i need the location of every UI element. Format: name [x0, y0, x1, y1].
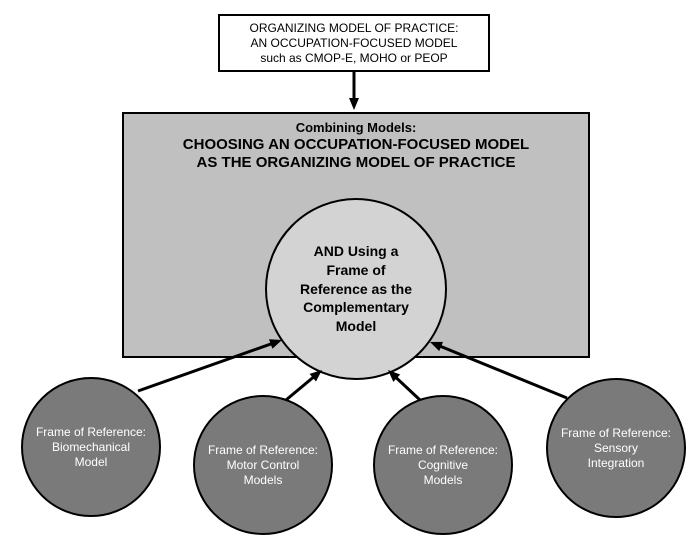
small-circle-line: Cognitive — [388, 458, 498, 473]
main-box-line1: Combining Models: — [124, 120, 588, 136]
top-box-line1: ORGANIZING MODEL OF PRACTICE: — [250, 21, 459, 36]
center-line1: AND Using a — [300, 242, 412, 261]
center-line5: Model — [300, 317, 412, 336]
small-circle-line: Biomechanical — [36, 440, 146, 455]
top-box-line3: such as CMOP-E, MOHO or PEOP — [260, 51, 447, 66]
arrow-head-top-to-main — [349, 98, 359, 110]
small-circle-line: Sensory — [561, 441, 671, 456]
frame-of-reference-circle-motor-control: Frame of Reference:Motor ControlModels — [193, 395, 333, 535]
small-circle-line: Model — [36, 455, 146, 470]
small-circle-line: Frame of Reference: — [36, 425, 146, 440]
arrow-line-motor-to-center — [286, 375, 316, 400]
arrow-line-cog-to-center — [393, 375, 420, 400]
frame-of-reference-circle-biomechanical: Frame of Reference:BiomechanicalModel — [21, 377, 161, 517]
center-line2: Frame of — [300, 261, 412, 280]
small-circle-line: Models — [208, 473, 318, 488]
diagram-stage: ORGANIZING MODEL OF PRACTICE: AN OCCUPAT… — [0, 0, 700, 539]
frame-of-reference-circle-cognitive: Frame of Reference:CognitiveModels — [373, 395, 513, 535]
main-box-line2: CHOOSING AN OCCUPATION-FOCUSED MODEL — [124, 136, 588, 154]
center-line3: Reference as the — [300, 280, 412, 299]
small-circle-line: Frame of Reference: — [388, 443, 498, 458]
small-circle-line: Frame of Reference: — [561, 426, 671, 441]
small-circle-line: Motor Control — [208, 458, 318, 473]
frame-of-reference-center-circle: AND Using a Frame of Reference as the Co… — [265, 198, 447, 380]
center-line4: Complementary — [300, 298, 412, 317]
frame-of-reference-circle-sensory-integration: Frame of Reference:SensoryIntegration — [546, 378, 686, 518]
small-circle-line: Models — [388, 473, 498, 488]
top-box-line2: AN OCCUPATION-FOCUSED MODEL — [251, 36, 458, 51]
small-circle-line: Integration — [561, 456, 671, 471]
organizing-model-box: ORGANIZING MODEL OF PRACTICE: AN OCCUPAT… — [218, 14, 490, 72]
main-box-line3: AS THE ORGANIZING MODEL OF PRACTICE — [124, 154, 588, 172]
small-circle-line: Frame of Reference: — [208, 443, 318, 458]
